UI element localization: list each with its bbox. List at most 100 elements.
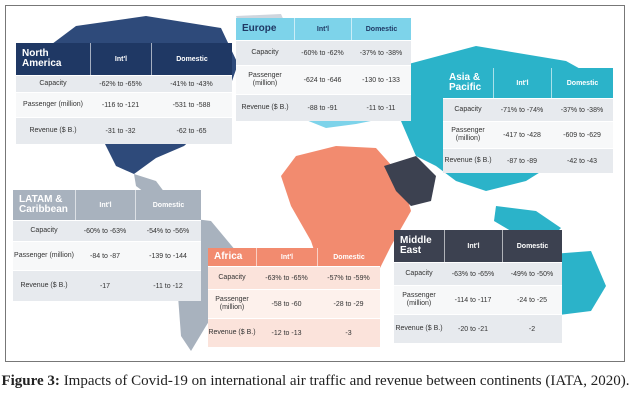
domestic-value: -3 [345, 329, 352, 337]
africa-domestic-header: Domestic [317, 248, 380, 266]
middle-east-intl-header: Int'l [444, 230, 502, 262]
figure-frame: North America Int'l Domestic Capacity -6… [5, 5, 625, 362]
latam-intl-header: Int'l [75, 190, 135, 220]
domestic-value: -609 to -629 [563, 131, 601, 139]
intl-value: -31 to -32 [105, 127, 136, 135]
row-label: Revenue ($ B.) [241, 104, 289, 112]
table-row: Passenger (million) -58 to -60 -28 to -2… [208, 289, 380, 318]
intl-value: -417 to -428 [503, 131, 541, 139]
intl-value: -88 to -91 [307, 104, 338, 112]
intl-value: -87 to -89 [507, 157, 537, 165]
table-row: Revenue ($ B.) -88 to -91 -11 to -11 [236, 94, 411, 121]
table-row: Revenue ($ B.) -20 to -21 -2 [394, 314, 562, 343]
intl-value: -17 [99, 282, 111, 290]
row-label: Capacity [454, 106, 482, 114]
intl-value: -60% to -63% [83, 227, 127, 235]
row-label: Capacity [251, 49, 279, 57]
latam-title: LATAM & Caribbean [19, 193, 68, 215]
asia-pacific-domestic-header: Domestic [551, 68, 613, 98]
middle-east-title: Middle East [400, 234, 432, 256]
intl-value: -62% to -65% [99, 80, 142, 88]
intl-value: -84 to -87 [90, 252, 120, 260]
row-label: Capacity [405, 270, 433, 278]
domestic-value: -41% to -43% [170, 80, 213, 88]
domestic-value: -57% to -59% [327, 274, 370, 282]
table-row: Revenue ($ B.) -17 -11 to -12 [13, 270, 201, 301]
table-row: Capacity -62% to -65% -41% to -43% [16, 75, 232, 92]
row-label: Passenger (million) [23, 101, 83, 109]
intl-value: -116 to -121 [101, 101, 140, 109]
europe-intl-header: Int'l [294, 18, 351, 40]
europe-panel: Europe Int'l Domestic Capacity -60% to -… [236, 18, 411, 121]
domestic-value: -2 [528, 325, 536, 333]
domestic-value: -42 to -43 [567, 157, 597, 165]
table-row: Capacity -63% to -65% -49% to -50% [394, 262, 562, 285]
table-row: Passenger (million) -624 to -646 -130 to… [236, 65, 411, 94]
north-america-title: North America [22, 47, 62, 69]
asia-pacific-panel: Asia & Pacific Int'l Domestic Capacity -… [443, 68, 613, 173]
domestic-value: -531 to -588 [172, 101, 211, 109]
row-label: Capacity [39, 80, 67, 88]
africa-panel: Africa Int'l Domestic Capacity -63% to -… [208, 248, 380, 347]
table-row: Capacity -63% to -65% -57% to -59% [208, 266, 380, 289]
north-america-intl-header: Int'l [90, 43, 151, 75]
domestic-value: -24 to -25 [517, 296, 547, 304]
middle-east-panel: Middle East Int'l Domestic Capacity -63%… [394, 230, 562, 343]
domestic-value: -62 to -65 [176, 127, 207, 135]
table-row: Passenger (million) -116 to -121 -531 to… [16, 92, 232, 117]
domestic-value: -37% to -38% [359, 49, 403, 57]
table-row: Capacity -71% to -74% -37% to -38% [443, 98, 613, 121]
table-row: Passenger (million) -114 to -117 -24 to … [394, 285, 562, 314]
domestic-value: -49% to -50% [510, 270, 554, 278]
intl-value: -71% to -74% [500, 106, 544, 114]
caption-label: Figure 3: [1, 373, 60, 389]
latam-domestic-header: Domestic [135, 190, 201, 220]
europe-domestic-header: Domestic [351, 18, 411, 40]
intl-value: -63% to -65% [451, 270, 495, 278]
north-america-domestic-header: Domestic [151, 43, 232, 75]
domestic-value: -37% to -38% [560, 106, 604, 114]
row-label: Revenue ($ B.) [395, 325, 443, 333]
table-row: Passenger (million) -417 to -428 -609 to… [443, 121, 613, 148]
table-row: Capacity -60% to -62% -37% to -38% [236, 40, 411, 65]
intl-value: -624 to -646 [303, 76, 342, 84]
africa-title: Africa [214, 250, 243, 262]
row-label: Passenger (million) [14, 252, 74, 260]
caption-text: Impacts of Covid-19 on international air… [59, 373, 630, 389]
intl-value: -12 to -13 [271, 329, 302, 337]
row-label: Passenger (million) [248, 72, 282, 87]
north-america-panel: North America Int'l Domestic Capacity -6… [16, 43, 232, 144]
row-label: Capacity [30, 227, 58, 235]
latam-panel: LATAM & Caribbean Int'l Domestic Capacit… [13, 190, 201, 301]
row-label: Revenue ($ B.) [20, 282, 68, 290]
figure-caption: Figure 3: Impacts of Covid-19 on interna… [0, 372, 631, 391]
domestic-value: -11 to -12 [153, 282, 183, 290]
table-row: Passenger (million) -84 to -87 -139 to -… [13, 241, 201, 270]
table-row: Revenue ($ B.) -87 to -89 -42 to -43 [443, 148, 613, 173]
intl-value: -58 to -60 [271, 300, 302, 308]
middle-east-domestic-header: Domestic [502, 230, 562, 262]
row-label: Passenger (million) [451, 127, 485, 142]
intl-value: -63% to -65% [265, 274, 308, 282]
row-label: Revenue ($ B.) [29, 127, 77, 135]
domestic-value: -54% to -56% [146, 227, 190, 235]
row-label: Passenger (million) [215, 296, 249, 311]
row-label: Capacity [218, 274, 246, 282]
row-label: Revenue ($ B.) [444, 157, 492, 165]
row-label: Passenger (million) [402, 292, 436, 307]
domestic-value: -130 to -133 [362, 76, 400, 84]
europe-title: Europe [242, 22, 277, 34]
row-label: Revenue ($ B.) [208, 329, 256, 337]
asia-pacific-intl-header: Int'l [493, 68, 551, 98]
asia-pacific-title: Asia & Pacific [449, 71, 482, 93]
intl-value: -60% to -62% [301, 49, 344, 57]
table-row: Revenue ($ B.) -31 to -32 -62 to -65 [16, 117, 232, 144]
table-row: Capacity -60% to -63% -54% to -56% [13, 220, 201, 241]
middle-east-shape [384, 156, 436, 206]
domestic-value: -28 to -29 [333, 300, 364, 308]
domestic-value: -139 to -144 [149, 252, 187, 260]
table-row: Revenue ($ B.) -12 to -13 -3 [208, 318, 380, 347]
intl-value: -20 to -21 [458, 325, 488, 333]
intl-value: -114 to -117 [454, 296, 492, 304]
africa-intl-header: Int'l [256, 248, 317, 266]
